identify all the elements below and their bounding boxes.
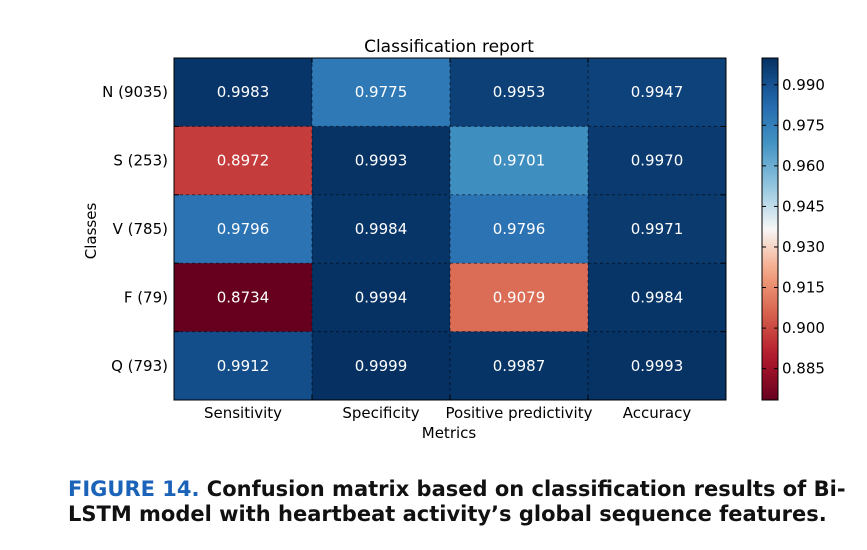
heatmap-cell	[312, 331, 451, 401]
figure-caption-text: Confusion matrix based on classification…	[68, 477, 846, 526]
cell-value-label: 0.9993	[631, 357, 684, 375]
cell-value-label: 0.9775	[355, 83, 408, 101]
colorbar-tick-label: 0.945	[782, 197, 825, 215]
cell-value-label: 0.9701	[493, 152, 546, 170]
column-tick-label: Specificity	[342, 404, 419, 422]
cell-value-label: 0.9079	[493, 288, 546, 306]
cell-value-label: 0.9971	[631, 220, 684, 238]
colorbar-tick-label: 0.900	[782, 319, 825, 337]
colorbar-tick-label: 0.885	[782, 360, 825, 378]
cell-value-label: 0.9796	[217, 220, 270, 238]
colorbar-tick-label: 0.930	[782, 238, 825, 256]
y-axis-label: Classes	[82, 203, 100, 260]
heatmap-cell	[450, 263, 589, 333]
figure-caption: FIGURE 14. Confusion matrix based on cla…	[68, 477, 848, 527]
heatmap-cell-labels: 0.9983 0.9775 0.9953 0.9947 0.8972 0.9993 0.97…	[217, 83, 684, 375]
heatmap-cell	[174, 194, 313, 264]
row-tick-labels: N (9035) S (253) V (785) F (79) Q (793)	[102, 83, 168, 375]
column-tick-label: Accuracy	[623, 404, 692, 422]
heatmap-cell	[588, 263, 727, 333]
chart-title: Classification report	[364, 37, 534, 57]
cell-value-label: 0.9987	[493, 357, 546, 375]
heatmap-cell	[312, 58, 451, 127]
row-tick-label: Q (793)	[111, 357, 168, 375]
cell-value-label: 0.9953	[493, 83, 546, 101]
heatmap-cell	[450, 126, 589, 196]
row-tick-label: S (253)	[113, 152, 168, 170]
cell-value-label: 0.9796	[493, 220, 546, 238]
heatmap-chart: Classification report 0.9983 0.9775 0.9953…	[82, 37, 825, 442]
figure-label: FIGURE 14.	[68, 477, 200, 501]
column-tick-label: Sensitivity	[204, 404, 282, 422]
heatmap-cell	[174, 331, 313, 401]
column-tick-label: Positive predictivity	[446, 404, 593, 422]
row-tick-label: F (79)	[124, 288, 168, 306]
colorbar-tick-label: 0.915	[782, 279, 825, 297]
heatmap-cell	[312, 126, 451, 196]
row-tick-label: V (785)	[113, 220, 168, 238]
colorbar-tick-label: 0.975	[782, 116, 825, 134]
column-tick-labels: Sensitivity Specificity Positive predictiv…	[204, 404, 691, 422]
heatmap-cell	[450, 58, 589, 127]
cell-value-label: 0.9947	[631, 83, 684, 101]
heatmap-cell	[450, 194, 589, 264]
cell-value-label: 0.9999	[355, 357, 408, 375]
heatmap-cell	[312, 263, 451, 333]
heatmap-cell	[588, 58, 727, 127]
cell-value-label: 0.9984	[355, 220, 408, 238]
heatmap-cell	[174, 263, 313, 333]
heatmap-cell	[312, 194, 451, 264]
heatmap-cell	[174, 58, 313, 127]
cell-value-label: 0.9912	[217, 357, 270, 375]
heatmap-cells	[174, 58, 727, 401]
heatmap-cell	[174, 126, 313, 196]
row-tick-label: N (9035)	[102, 83, 168, 101]
heatmap-cell	[588, 194, 727, 264]
heatmap-grid	[173, 57, 727, 401]
colorbar-ticks: 0.885 0.900 0.915 0.930 0.945 0.960 0.975 0.990	[762, 76, 825, 378]
cell-value-label: 0.9994	[355, 288, 408, 306]
x-axis-label: Metrics	[422, 424, 477, 442]
colorbar-tick-label: 0.960	[782, 157, 825, 175]
cell-value-label: 0.9970	[631, 152, 684, 170]
heatmap-cell	[588, 126, 727, 196]
colorbar-tick-label: 0.990	[782, 76, 825, 94]
cell-value-label: 0.9993	[355, 152, 408, 170]
cell-value-label: 0.8972	[217, 152, 270, 170]
cell-value-label: 0.9984	[631, 288, 684, 306]
heatmap-cell	[450, 331, 589, 401]
heatmap-cell	[588, 331, 727, 401]
cell-value-label: 0.9983	[217, 83, 270, 101]
cell-value-label: 0.8734	[217, 288, 270, 306]
colorbar	[761, 57, 779, 401]
